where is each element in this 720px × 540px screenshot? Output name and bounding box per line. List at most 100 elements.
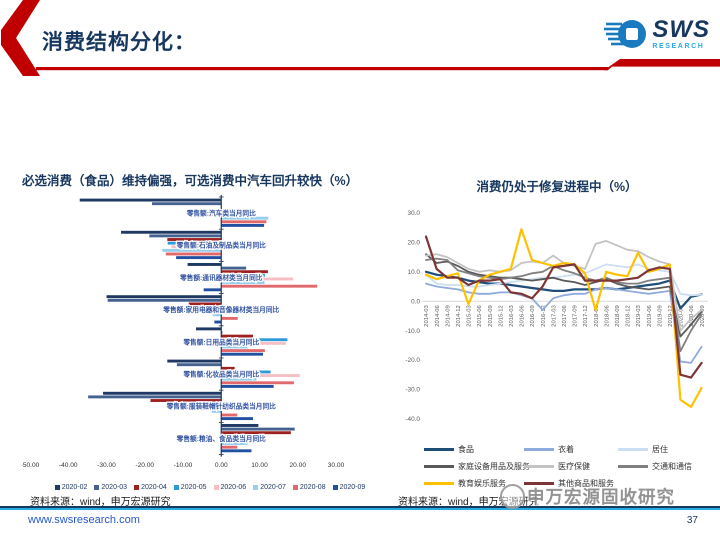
legend-item: 2020-03: [94, 484, 127, 491]
bar-category-label: 零售额:汽车类当月同比: [186, 209, 256, 218]
x-tick-label: 2019-09: [657, 305, 663, 327]
legend-item: 食品: [424, 444, 524, 455]
sws-globe-icon: [604, 16, 648, 52]
bar: [150, 399, 221, 402]
legend-item: 2020-09: [333, 484, 366, 491]
bar-category-label: 零售额:化妆品类当月同比: [182, 370, 259, 379]
legend-label: 2020-04: [141, 484, 167, 491]
x-tick-label: 2015-09: [488, 305, 494, 327]
legend-swatch: [94, 485, 99, 490]
bar: [221, 220, 266, 223]
legend-label: 教育娱乐服务: [458, 478, 506, 489]
bar: [166, 253, 221, 256]
bar: [177, 363, 221, 366]
legend-swatch: [293, 485, 298, 490]
logo-text: SWS: [652, 18, 710, 42]
legend-item: 医疗保健: [524, 461, 618, 472]
x-tick-label: 0.00: [215, 462, 228, 469]
x-tick-label: 2015-06: [477, 304, 483, 326]
slide: { "header": { "title": "消费结构分化：", "logo_…: [0, 0, 720, 540]
bar-chart: 零售额:汽车类当月同比零售额:石油及制品类当月同比零售额:通讯器材类当月同比零售…: [22, 193, 398, 482]
legend-swatch: [214, 485, 219, 490]
bar: [204, 288, 222, 291]
legend-item: 2020-07: [253, 484, 286, 491]
legend-label: 医疗保健: [558, 461, 590, 472]
right-chart-panel: 消费仍处于修复进程中（%） 30.020.010.00.0-10.0-20.0-…: [396, 176, 718, 489]
legend-swatch: [424, 448, 454, 451]
bar-chart-legend: 2020-02 2020-03 2020-04 2020-05 2020-06 2020-…: [22, 484, 398, 491]
x-tick-label: 2018-09: [615, 305, 621, 327]
bar: [221, 385, 273, 388]
legend-item: 家庭设备用品及服务: [424, 461, 524, 472]
x-tick-label: -50.00: [22, 462, 40, 469]
legend-swatch: [618, 448, 648, 451]
bar: [196, 327, 221, 330]
line-chart-legend: 食品衣着居住家庭设备用品及服务医疗保健交通和通信教育娱乐服务其他商品和服务: [424, 444, 718, 489]
bar: [221, 424, 258, 427]
legend-swatch: [55, 485, 60, 490]
bar: [221, 428, 294, 431]
bar: [221, 335, 253, 338]
bar: [80, 199, 222, 202]
legend-swatch: [524, 448, 554, 451]
x-tick-label: 2019-03: [636, 304, 642, 326]
bar: [88, 395, 221, 398]
sws-logo: SWS RESEARCH: [604, 16, 710, 52]
y-tick-label: -10.0: [405, 328, 420, 335]
legend-label: 2020-03: [101, 484, 127, 491]
legend-label: 交通和通信: [652, 461, 692, 472]
bar: [103, 392, 221, 395]
legend-item: 2020-05: [174, 484, 207, 491]
x-tick-label: 2015-12: [498, 305, 504, 327]
bar: [221, 285, 317, 288]
x-tick-label: 2017-06: [562, 304, 568, 326]
series-交通和通信: [426, 259, 702, 352]
bar-category-label: 零售额:通讯器材类当月同比: [179, 273, 263, 282]
watermark: 申万宏源固收研究: [500, 484, 675, 509]
bar-category-label: 零售额:粮油、食品类当月同比: [176, 434, 266, 443]
legend-label: 家庭设备用品及服务: [458, 461, 530, 472]
x-tick-label: 2018-06: [604, 304, 610, 326]
footer-url-link[interactable]: www.swsresearch.com: [28, 514, 140, 526]
legend-item: 交通和通信: [618, 461, 718, 472]
page-number: 37: [687, 515, 698, 526]
right-chart-title: 消费仍处于修复进程中（%）: [396, 176, 718, 195]
legend-item: 2020-06: [214, 484, 247, 491]
y-tick-label: -20.0: [405, 357, 420, 364]
bar: [221, 270, 268, 273]
bar-category-label: 零售额:日用品类当月同比: [182, 337, 259, 346]
logo-subtext: RESEARCH: [652, 43, 710, 50]
legend-item: 居住: [618, 444, 718, 455]
legend-swatch: [333, 485, 338, 490]
bar: [221, 267, 246, 270]
bar: [221, 446, 237, 449]
y-tick-label: -30.0: [405, 387, 420, 394]
y-tick-label: 20.0: [408, 240, 421, 247]
bar: [221, 449, 251, 452]
x-tick-label: 2016-09: [530, 305, 536, 327]
legend-label: 2020-08: [300, 484, 326, 491]
bar: [221, 414, 237, 417]
bar: [188, 263, 222, 266]
legend-label: 2020-02: [62, 484, 88, 491]
x-tick-label: 2014-09: [445, 305, 451, 327]
x-tick-label: -20.00: [135, 462, 154, 469]
left-chart-panel: 必选消费（食品）维持偏强，可选消费中汽车回升较快（%） 零售额:汽车类当月同比零…: [22, 170, 398, 491]
left-chart-title: 必选消费（食品）维持偏强，可选消费中汽车回升较快（%）: [22, 170, 398, 189]
legend-label: 2020-05: [181, 484, 207, 491]
x-tick-label: 2014-06: [435, 304, 441, 326]
legend-label: 居住: [652, 444, 668, 455]
legend-item: 2020-08: [293, 484, 326, 491]
x-tick-label: 2019-06: [647, 304, 653, 326]
x-tick-label: 30.00: [328, 462, 345, 469]
bar: [214, 321, 221, 324]
bar: [221, 431, 291, 434]
legend-label: 衣着: [558, 444, 574, 455]
x-tick-label: 2014-03: [424, 304, 430, 326]
legend-item: 衣着: [524, 444, 618, 455]
legend-swatch: [524, 465, 554, 468]
x-tick-label: -30.00: [97, 462, 116, 469]
bar: [108, 299, 222, 302]
bar: [167, 238, 221, 241]
bar: [221, 349, 265, 352]
